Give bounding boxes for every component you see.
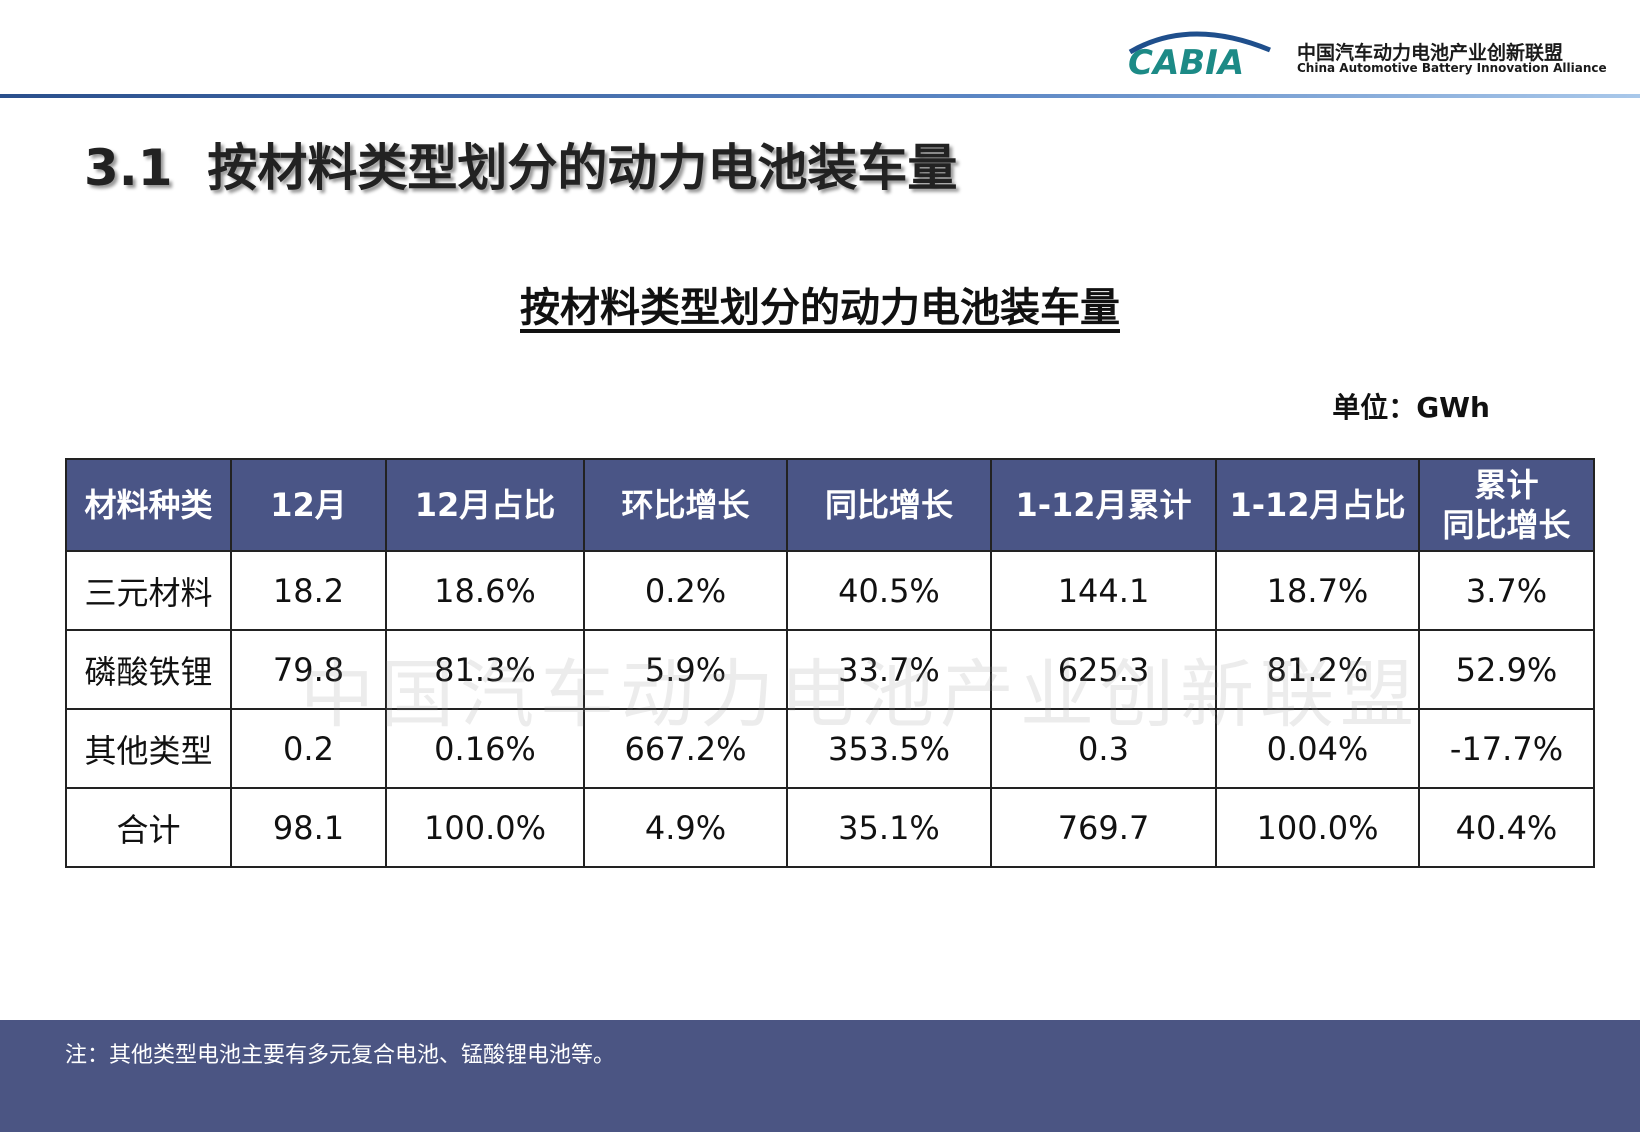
table-row: 磷酸铁锂 79.8 81.3% 5.9% 33.7% 625.3 81.2% 52.9% xyxy=(65,629,1595,710)
table-cell: 81.3% xyxy=(385,629,585,710)
column-header: 12月 xyxy=(230,458,387,552)
table-cell: 33.7% xyxy=(786,629,992,710)
table-cell: 35.1% xyxy=(786,787,992,868)
table-cell: 0.2 xyxy=(230,708,387,789)
column-header: 同比增长 xyxy=(786,458,992,552)
table-cell: 98.1 xyxy=(230,787,387,868)
table-cell: 79.8 xyxy=(230,629,387,710)
header-rule xyxy=(0,94,1640,98)
header-row: 材料种类 12月 12月占比 环比增长 同比增长 1-12月累计 1-12月占比 累计 同比增… xyxy=(65,458,1595,552)
data-table: 材料种类 12月 12月占比 环比增长 同比增长 1-12月累计 1-12月占比 累计 同比增… xyxy=(65,458,1595,868)
table-row: 三元材料 18.2 18.6% 0.2% 40.5% 144.1 18.7% 3.7% xyxy=(65,550,1595,631)
table-cell: 52.9% xyxy=(1418,629,1595,710)
table-cell: 81.2% xyxy=(1215,629,1420,710)
table-cell: 5.9% xyxy=(583,629,788,710)
table-cell: -17.7% xyxy=(1418,708,1595,789)
table-cell: 三元材料 xyxy=(65,550,232,631)
logo-arc xyxy=(1128,31,1271,55)
table-cell: 0.16% xyxy=(385,708,585,789)
column-header: 1-12月占比 xyxy=(1215,458,1420,552)
table-cell: 18.2 xyxy=(230,550,387,631)
note: 注：其他类型电池主要有多元复合电池、锰酸锂电池等。 xyxy=(65,1043,616,1068)
table-cell: 磷酸铁锂 xyxy=(65,629,232,710)
slide-title: 3.1 按材料类型划分的动力电池装车量 xyxy=(84,139,958,197)
logo: CABIA xyxy=(1128,31,1271,82)
column-header: 材料种类 xyxy=(65,458,232,552)
column-header: 1-12月累计 xyxy=(990,458,1217,552)
table-row: 其他类型 0.2 0.16% 667.2% 353.5% 0.3 0.04% -17.7% xyxy=(65,708,1595,789)
table-cell: 其他类型 xyxy=(65,708,232,789)
table-cell: 625.3 xyxy=(990,629,1217,710)
table-cell: 0.2% xyxy=(583,550,788,631)
org-name: 中国汽车动力电池产业创新联盟 xyxy=(1297,42,1564,64)
table-cell: 353.5% xyxy=(786,708,992,789)
table-cell: 40.5% xyxy=(786,550,992,631)
logo-text: CABIA xyxy=(1128,43,1244,82)
table-cell: 144.1 xyxy=(990,550,1217,631)
table-cell: 667.2% xyxy=(583,708,788,789)
table-cell: 40.4% xyxy=(1418,787,1595,868)
table-cell: 3.7% xyxy=(1418,550,1595,631)
table-cell: 4.9% xyxy=(583,787,788,868)
org-name-en: China Automotive Battery Innovation Alli… xyxy=(1297,61,1607,75)
column-header: 12月占比 xyxy=(385,458,585,552)
table-cell: 18.7% xyxy=(1215,550,1420,631)
column-header: 累计 同比增长 xyxy=(1418,458,1595,552)
table-cell: 100.0% xyxy=(1215,787,1420,868)
table-title: 按材料类型划分的动力电池装车量 xyxy=(520,285,1120,331)
table-cell: 100.0% xyxy=(385,787,585,868)
table-cell: 0.04% xyxy=(1215,708,1420,789)
table-cell: 769.7 xyxy=(990,787,1217,868)
watermark: 中国汽车动力电池产业创新联盟 xyxy=(300,652,1420,738)
table-cell: 0.3 xyxy=(990,708,1217,789)
footer-band xyxy=(0,1020,1640,1132)
unit: 单位：GWh xyxy=(1332,391,1490,424)
table-cell: 合计 xyxy=(65,787,232,868)
table-cell: 18.6% xyxy=(385,550,585,631)
column-header: 环比增长 xyxy=(583,458,788,552)
table-row: 合计 98.1 100.0% 4.9% 35.1% 769.7 100.0% 40.4% xyxy=(65,787,1595,868)
